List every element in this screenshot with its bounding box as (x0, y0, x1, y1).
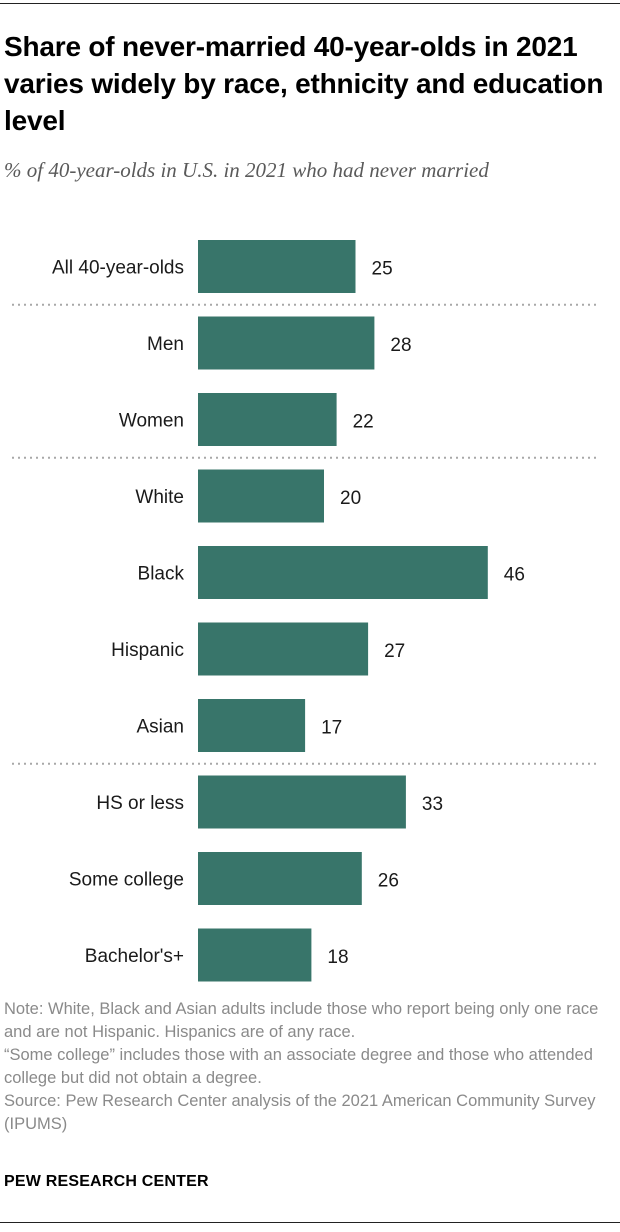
bar-bachelor-s (198, 928, 312, 982)
category-label-asian: Asian (136, 717, 184, 738)
category-label-men: Men (147, 334, 184, 355)
category-label-hs-or-less: HS or less (96, 793, 184, 814)
value-label-all-40-year-olds: 25 (372, 259, 393, 280)
bar-some-college (198, 852, 362, 905)
bar-chart: All 40-year-olds 25 Men 28 Women 22 White 20 Bla… (12, 240, 600, 982)
bar-hs-or-less (198, 775, 406, 829)
bottom-rule (0, 1222, 620, 1223)
bar-white (198, 469, 324, 523)
bar-women (198, 393, 337, 446)
source-text: Source: Pew Research Center analysis of … (4, 1092, 596, 1133)
category-label-white: White (135, 487, 184, 508)
bar-black (198, 546, 488, 599)
value-label-men: 28 (390, 335, 411, 356)
chart-title: Share of never-married 40-year-olds in 2… (4, 31, 604, 136)
chart-notes: Note: White, Black and Asian adults incl… (4, 998, 616, 1136)
bar-hispanic (198, 622, 369, 676)
value-label-bachelor-s: 18 (327, 947, 348, 968)
value-label-asian: 17 (321, 718, 342, 739)
category-label-all-40-year-olds: All 40-year-olds (52, 258, 184, 279)
category-label-women: Women (119, 411, 184, 432)
chart-subtitle: % of 40-year-olds in U.S. in 2021 who ha… (4, 158, 489, 182)
bar-all-40-year-olds (198, 240, 356, 293)
value-label-hs-or-less: 33 (422, 794, 443, 815)
category-label-bachelor-s: Bachelor's+ (85, 946, 184, 967)
value-label-women: 22 (353, 412, 374, 433)
value-label-black: 46 (504, 565, 525, 586)
brand-label: PEW RESEARCH CENTER (4, 1173, 209, 1190)
top-rule (0, 3, 620, 4)
category-label-hispanic: Hispanic (111, 640, 184, 661)
category-label-black: Black (138, 564, 185, 585)
category-label-some-college: Some college (69, 870, 184, 891)
value-label-hispanic: 27 (384, 641, 405, 662)
note-text-race: Note: White, Black and Asian adults incl… (4, 1000, 599, 1041)
note-text-college: “Some college” includes those with an as… (4, 1046, 593, 1087)
bar-asian (198, 699, 306, 752)
bar-men (198, 316, 375, 370)
value-label-some-college: 26 (378, 871, 399, 892)
value-label-white: 20 (340, 488, 361, 509)
